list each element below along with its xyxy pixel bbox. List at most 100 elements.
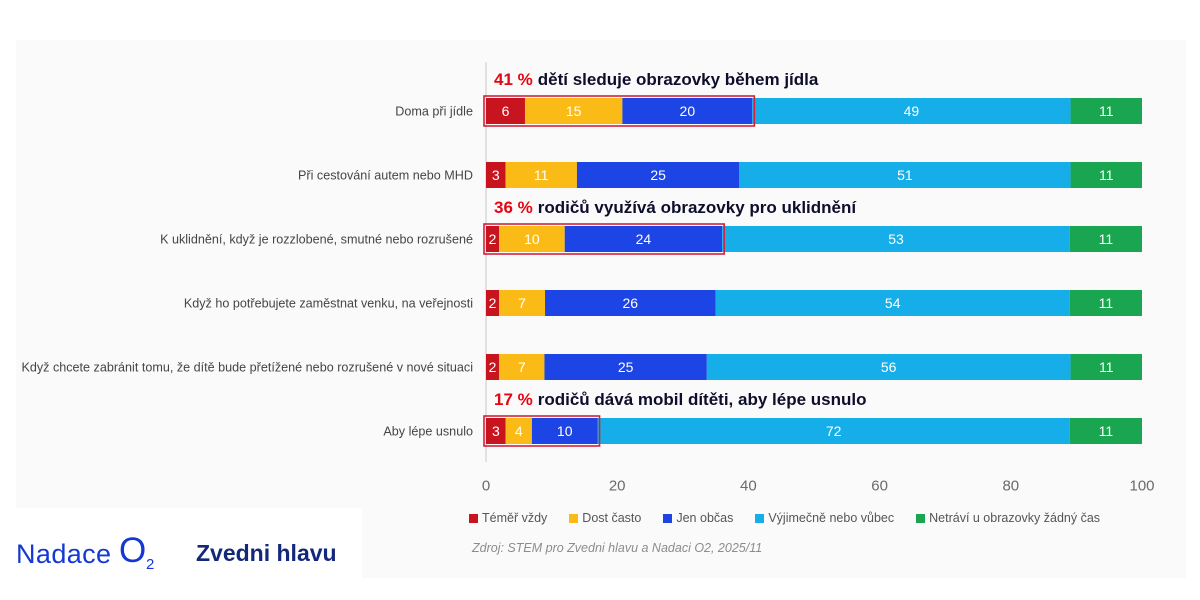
source-note: Zdroj: STEM pro Zvedni hlavu a Nadaci O2… (471, 541, 762, 555)
highlight-box (483, 223, 725, 255)
logo-o2-letter: O (119, 531, 146, 570)
bar-segment-row1-series3 (739, 162, 1071, 188)
bar-value-label-row5-series4: 11 (1099, 423, 1114, 439)
category-label: Aby lépe usnulo (383, 425, 473, 439)
bar-segment-row5-series3 (597, 418, 1070, 444)
bar-segment-row2-series2 (564, 226, 723, 252)
annotation-text: rodičů dává mobil dítěti, aby lépe usnul… (538, 390, 867, 409)
bar-value-label-row3-series4: 11 (1099, 295, 1114, 311)
bar-segment-row2-series1 (499, 226, 565, 252)
bar-segment-row2-series3 (722, 226, 1070, 252)
bar-segment-row2-series0 (486, 226, 500, 252)
bar-value-label-row2-series3: 53 (888, 231, 904, 247)
bar-segment-row2-series4 (1069, 226, 1142, 252)
annotation-percent: 36 % (494, 198, 533, 217)
bar-value-label-row4-series2: 25 (618, 359, 634, 375)
legend-label-jen-obcas: Jen občas (676, 511, 734, 525)
category-label: K uklidnění, když je rozzlobené, smutné … (160, 233, 473, 247)
bar-value-label-row0-series1: 15 (566, 103, 582, 119)
bar-segment-row3-series4 (1069, 290, 1142, 316)
bar-value-label-row4-series3: 56 (881, 359, 897, 375)
bar-segment-row5-series4 (1069, 418, 1142, 444)
logo-zvedni-hlavu: Zvedni hlavu (196, 540, 337, 566)
bar-value-label-row2-series1: 10 (524, 231, 540, 247)
bar-value-label-row2-series2: 24 (636, 231, 652, 247)
bar-value-label-row3-series2: 26 (623, 295, 639, 311)
legend-marker-vyjimecne (755, 513, 765, 523)
annotation-percent: 41 % (494, 70, 533, 89)
annotation: 41 % dětí sleduje obrazovky během jídla (494, 70, 819, 89)
bar-segment-row3-series0 (486, 290, 500, 316)
x-tick-label: 20 (609, 478, 626, 495)
bar-segment-row4-series0 (486, 354, 499, 380)
legend-label-dost-casto: Dost často (582, 511, 642, 525)
bar-segment-row4-series4 (1070, 354, 1142, 380)
plot-area: 0 20 40 60 80 100 Doma při jídle Při cestování … (21, 62, 1155, 495)
logo-o2-subscript: 2 (146, 556, 154, 573)
brand-area (0, 508, 362, 600)
bar-value-label-row5-series0: 3 (492, 423, 500, 439)
bar-segment-row1-series0 (486, 162, 506, 188)
legend-label-netravi: Netráví u obrazovky žádný čas (929, 511, 1101, 525)
category-label: Když chcete zabránit tomu, že dítě bude … (21, 361, 473, 375)
bar-value-label-row1-series3: 51 (897, 167, 913, 183)
bar-segment-row1-series4 (1070, 162, 1142, 188)
annotation: 17 % rodičů dává mobil dítěti, aby lépe u… (494, 390, 866, 409)
legend-marker-jen-obcas (663, 513, 673, 523)
bar-segment-row0-series2 (622, 98, 753, 124)
bar-value-label-row2-series4: 11 (1099, 231, 1114, 247)
legend-item-vyjimecne: Výjimečně nebo vůbec (755, 511, 894, 525)
bar-value-label-row0-series3: 49 (904, 103, 920, 119)
annotation-percent: 17 % (494, 390, 533, 409)
highlight-box (483, 95, 756, 127)
bar-value-label-row1-series1: 11 (534, 167, 549, 183)
bar-segment-row0-series3 (752, 98, 1071, 124)
bar-value-label-row3-series3: 54 (885, 295, 901, 311)
nadace-o2-logo: Nadace O 2 (16, 531, 154, 573)
bar-segment-row3-series1 (499, 290, 546, 316)
bar-value-label-row5-series2: 10 (557, 423, 573, 439)
category-label: Doma při jídle (395, 105, 473, 119)
x-tick-label: 40 (740, 478, 757, 495)
bar-segment-row4-series3 (706, 354, 1071, 380)
bar-segment-row4-series1 (498, 354, 545, 380)
bar-value-label-row3-series0: 2 (489, 295, 497, 311)
legend-item-jen-obcas: Jen občas (663, 511, 733, 525)
bar-segment-row5-series0 (486, 418, 506, 444)
bar-value-label-row0-series4: 11 (1099, 103, 1114, 119)
legend-label-temer-vzdy: Téměř vždy (482, 511, 548, 525)
bar-segment-row0-series4 (1070, 98, 1142, 124)
bar-segment-row0-series0 (486, 98, 525, 124)
bar-value-label-row2-series0: 2 (489, 231, 497, 247)
annotation-text: rodičů využívá obrazovky pro uklidnění (538, 198, 858, 217)
legend-marker-netravi (916, 513, 926, 523)
category-label: Když ho potřebujete zaměstnat venku, na … (184, 297, 473, 311)
legend-label-vyjimecne: Výjimečně nebo vůbec (768, 511, 895, 525)
bar-segment-row0-series1 (524, 98, 623, 124)
bar-value-label-row4-series1: 7 (518, 359, 526, 375)
legend-item-temer-vzdy: Téměř vždy (469, 511, 547, 525)
category-label: Při cestování autem nebo MHD (298, 169, 473, 183)
bar-value-label-row1-series2: 25 (650, 167, 666, 183)
x-tick-label: 80 (1002, 478, 1019, 495)
legend-item-netravi: Netráví u obrazovky žádný čas (916, 511, 1100, 525)
bar-value-label-row0-series0: 6 (502, 103, 510, 119)
bar-value-label-row1-series4: 11 (1099, 167, 1114, 183)
legend-item-dost-casto: Dost často (569, 511, 641, 525)
bar-segment-row5-series2 (531, 418, 598, 444)
bar-segment-row4-series2 (544, 354, 707, 380)
highlight-box (483, 415, 601, 447)
annotation: 36 % rodičů využívá obrazovky pro uklidně… (494, 198, 857, 217)
bar-value-label-row4-series4: 11 (1099, 359, 1114, 375)
annotation-text: dětí sleduje obrazovky během jídla (538, 70, 819, 89)
bar-segment-row1-series1 (505, 162, 577, 188)
bar-segment-row5-series1 (505, 418, 532, 444)
bar-segment-row1-series2 (576, 162, 740, 188)
logo-nadace-text: Nadace (16, 539, 111, 569)
bar-segment-row3-series2 (545, 290, 716, 316)
x-tick-label: 100 (1129, 478, 1154, 495)
x-tick-label: 60 (871, 478, 888, 495)
legend-marker-temer-vzdy (469, 513, 478, 523)
